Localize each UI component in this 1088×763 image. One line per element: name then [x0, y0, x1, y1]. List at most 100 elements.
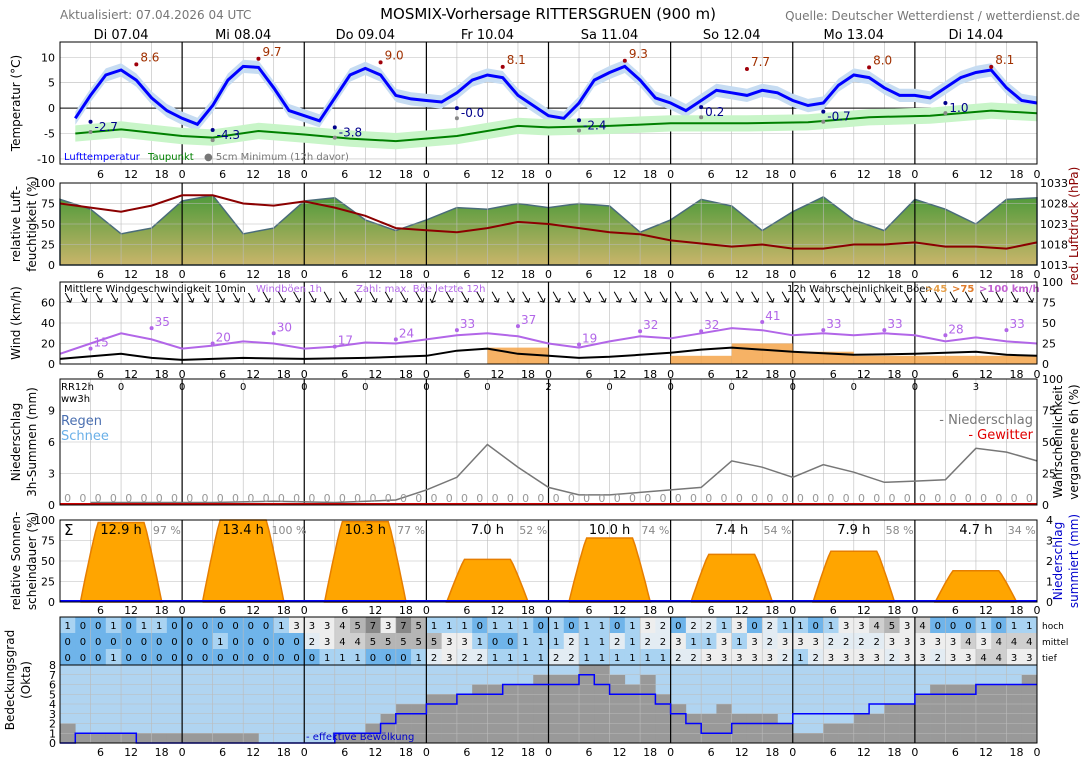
- wind-arrow-head: [631, 297, 638, 303]
- cloud-layer-value: 4: [980, 653, 986, 664]
- cover-y-axis-label-2: (Okta): [19, 661, 33, 699]
- cloud-layer-cell: [426, 649, 442, 666]
- hour-tick-label: 12: [979, 368, 993, 381]
- cloud-layer-row-label: mittel: [1042, 638, 1068, 648]
- max-temp-label: 8.1: [507, 53, 526, 67]
- rain-3h-value: 0: [843, 492, 850, 505]
- cloud-layer-value: 3: [721, 637, 727, 648]
- cloud-layer-cell: [975, 633, 992, 650]
- wind-direction-arrow: [858, 291, 867, 303]
- hour-tick-label: 18: [399, 268, 413, 281]
- hour-tick-label: 12: [735, 746, 749, 759]
- wind-direction-arrow: [873, 291, 882, 303]
- max-gust-point: [88, 346, 93, 351]
- wind-arrow-head: [982, 297, 989, 303]
- cloud-layer-value: 0: [232, 621, 238, 632]
- cloud-layer-cell: [670, 617, 687, 634]
- hour-tick-label: 18: [765, 268, 779, 281]
- hour-tick-label: 12: [368, 168, 382, 181]
- cloud-layer-value: 1: [492, 621, 498, 632]
- cloud-layer-value: 2: [309, 637, 315, 648]
- hour-tick-label: 0: [789, 168, 796, 181]
- cloud-layer-value: 3: [843, 621, 849, 632]
- cloud-layer-value: 0: [232, 653, 238, 664]
- rain-3h-value: 0: [797, 492, 804, 505]
- cloud-layer-value: 1: [461, 621, 467, 632]
- cloud-layer-cell: [319, 633, 336, 650]
- cloud-cover-bar: [90, 733, 107, 743]
- wind-arrow-shaft: [125, 291, 133, 303]
- max-gust-label: 20: [216, 331, 231, 345]
- max-gust-label: 24: [399, 326, 414, 340]
- cover-y-tick: 0: [49, 737, 56, 750]
- wind-arrow-head: [81, 297, 88, 303]
- cloud-layer-value: 3: [324, 621, 330, 632]
- wind-arrow-head: [463, 297, 470, 303]
- hour-tick-label: 6: [708, 268, 715, 281]
- wind-direction-arrow: [751, 291, 760, 303]
- sunshine-percent-label: 54 %: [764, 524, 792, 537]
- max-temp-label: 8.0: [873, 53, 892, 67]
- hour-tick-label: 12: [490, 268, 504, 281]
- max-gust-point: [271, 331, 276, 336]
- cloud-layer-cell: [212, 617, 229, 634]
- cloud-layer-value: 3: [950, 637, 956, 648]
- humidity-y-tick: 25: [41, 239, 55, 252]
- cloud-layer-value: 1: [492, 653, 498, 664]
- cloud-layer-cell: [716, 633, 732, 650]
- precip-sum-y-tick: 2: [1046, 555, 1053, 568]
- wind-arrow-head: [677, 297, 683, 303]
- wind-arrow-head: [280, 297, 286, 303]
- wind-arrow-head: [112, 297, 119, 303]
- wind-direction-arrow: [644, 291, 653, 303]
- rain-3h-value: 0: [736, 492, 743, 505]
- cloud-layer-cell: [853, 617, 870, 634]
- max-temp-label: 9.7: [262, 45, 281, 59]
- cloud-layer-cell: [731, 649, 748, 666]
- cloud-layer-cell: [350, 617, 366, 634]
- cloud-layer-cell: [808, 649, 824, 666]
- rain-3h-value: 0: [904, 492, 911, 505]
- wind-arrow-head: [890, 297, 897, 303]
- cloud-layer-cell: [838, 633, 855, 650]
- cloud-layer-value: 2: [889, 653, 895, 664]
- cloud-layer-cell: [90, 617, 107, 634]
- cloud-layer-value: 0: [171, 653, 177, 664]
- cloud-layer-value: 1: [507, 653, 513, 664]
- cloud-layer-cell: [640, 649, 656, 666]
- rain-3h-value: 0: [522, 492, 529, 505]
- max-temp-label: 8.6: [140, 50, 159, 64]
- cloud-layer-value: 3: [309, 621, 315, 632]
- cloud-layer-cell: [334, 617, 351, 634]
- humidity-y-tick: 50: [41, 218, 55, 231]
- cloud-layer-value: 1: [706, 637, 712, 648]
- cloud-layer-cell: [853, 633, 870, 650]
- cloud-layer-cell: [991, 617, 1007, 634]
- wind-direction-arrow: [232, 291, 241, 303]
- wind-arrow-shaft: [354, 291, 362, 303]
- rain-3h-value: 0: [64, 492, 71, 505]
- min-temp-label: -2.4: [583, 118, 606, 132]
- cloud-layer-cell: [685, 617, 702, 634]
- wind-arrow-head: [402, 297, 409, 303]
- hour-tick-label: 6: [97, 168, 104, 181]
- wind-arrow-head: [429, 298, 437, 304]
- cloud-cover-bar: [121, 733, 137, 743]
- rain-3h-value: 0: [919, 492, 926, 505]
- max-gust-point: [1004, 328, 1009, 333]
- wind-arrow-head: [157, 297, 164, 303]
- wind-direction-arrow: [567, 291, 576, 303]
- gust-line: [59, 327, 1038, 355]
- cloud-layer-cell: [701, 617, 717, 634]
- rain-3h-value: 0: [369, 492, 376, 505]
- hour-tick-label: 12: [857, 268, 871, 281]
- cloud-layer-cell: [105, 617, 122, 634]
- cloud-layer-cell: [426, 633, 442, 650]
- hour-tick-label: 18: [887, 604, 901, 617]
- wind-y-tick: 40: [41, 317, 55, 330]
- cloud-layer-value: 0: [492, 637, 498, 648]
- cloud-layer-value: 2: [843, 637, 849, 648]
- cloud-layer-value: 1: [431, 621, 437, 632]
- cloud-layer-value: 3: [919, 653, 925, 664]
- cloud-layer-cell: [914, 649, 931, 666]
